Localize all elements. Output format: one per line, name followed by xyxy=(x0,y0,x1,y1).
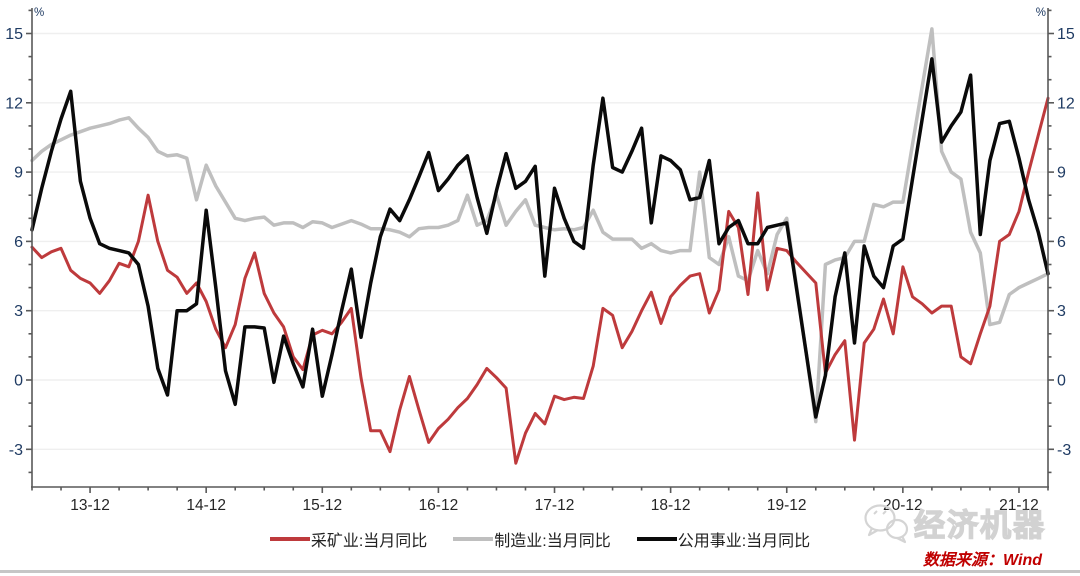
bottom-divider xyxy=(0,570,1080,573)
svg-text:%: % xyxy=(34,7,44,19)
svg-text:16-12: 16-12 xyxy=(419,497,459,514)
svg-text:3: 3 xyxy=(1057,303,1066,320)
watermark-brand-text: 经济机器 xyxy=(913,507,1046,543)
svg-text:12: 12 xyxy=(1057,95,1075,112)
svg-text:13-12: 13-12 xyxy=(70,497,110,514)
svg-text:-3: -3 xyxy=(1057,442,1071,459)
svg-text:0: 0 xyxy=(14,373,23,390)
utilities-line-swatch-icon xyxy=(636,537,677,541)
svg-text:9: 9 xyxy=(1057,165,1066,182)
chart-legend: 采矿业:当月同比 制造业:当月同比 公用事业:当月同比 xyxy=(0,527,1080,551)
svg-text:6: 6 xyxy=(14,234,23,251)
wechat-bubbles-icon xyxy=(864,503,909,543)
svg-text:9: 9 xyxy=(14,165,23,182)
svg-text:18-12: 18-12 xyxy=(651,497,691,514)
brand-watermark: 经济机器 xyxy=(862,500,1046,545)
data-source-note: 数据来源：Wind xyxy=(923,552,1042,569)
legend-item-utilities: 公用事业:当月同比 xyxy=(636,527,811,551)
svg-text:6: 6 xyxy=(1057,234,1066,251)
svg-text:12: 12 xyxy=(5,95,23,112)
svg-text:20-12: 20-12 xyxy=(883,497,923,514)
svg-text:15-12: 15-12 xyxy=(302,497,342,514)
svg-text:14-12: 14-12 xyxy=(186,497,226,514)
svg-text:17-12: 17-12 xyxy=(535,497,575,514)
svg-text:19-12: 19-12 xyxy=(767,497,807,514)
svg-text:21-12: 21-12 xyxy=(999,497,1039,514)
svg-text:0: 0 xyxy=(1057,373,1066,390)
legend-item-mining: 采矿业:当月同比 xyxy=(269,527,428,551)
mining-line-swatch-icon xyxy=(269,537,310,541)
legend-label-manufacturing: 制造业:当月同比 xyxy=(494,533,611,550)
svg-text:%: % xyxy=(1036,7,1046,19)
svg-text:15: 15 xyxy=(1057,26,1075,43)
svg-text:15: 15 xyxy=(5,26,23,43)
svg-text:-3: -3 xyxy=(9,442,23,459)
legend-label-mining: 采矿业:当月同比 xyxy=(310,533,428,550)
svg-text:3: 3 xyxy=(14,303,23,320)
manufacturing-line-swatch-icon xyxy=(453,537,494,541)
legend-item-manufacturing: 制造业:当月同比 xyxy=(453,527,611,551)
legend-label-utilities: 公用事业:当月同比 xyxy=(677,533,811,550)
